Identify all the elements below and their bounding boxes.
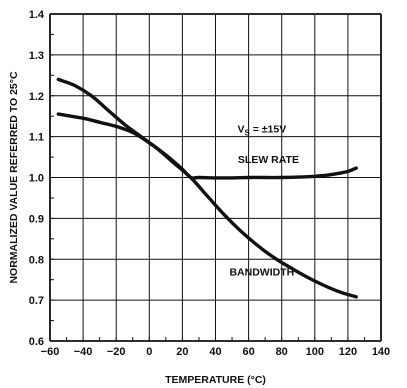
y-tick-label: 0.9	[29, 213, 44, 225]
y-axis-label: NORMALIZED VALUE REFERRED TO 25°C	[8, 71, 20, 283]
y-tick-label: 0.7	[29, 295, 44, 307]
series-line-slew-rate	[56, 112, 358, 180]
y-tick-label: 0.8	[29, 254, 44, 266]
annotation-vs-15v: VS = ±15V	[237, 124, 286, 138]
x-tick-label: 40	[209, 346, 221, 358]
x-tick-label: 0	[146, 346, 152, 358]
annotation-slew-rate: SLEW RATE	[238, 154, 299, 166]
y-tick-label: 1.0	[29, 173, 44, 185]
x-tick-label: 20	[176, 346, 188, 358]
x-tick-label: 120	[339, 346, 357, 358]
annotation-subscript: S	[244, 129, 250, 138]
x-tick-label: 100	[306, 346, 324, 358]
series-group	[56, 77, 358, 299]
x-tick-label: −40	[74, 346, 93, 358]
y-tick-label: 0.6	[29, 336, 44, 348]
x-axis-label: TEMPERATURE (°C)	[165, 374, 266, 386]
x-tick-label: 80	[276, 346, 288, 358]
x-tick-label: −20	[107, 346, 126, 358]
x-tick-label: −60	[41, 346, 60, 358]
annotation-bandwidth: BANDWIDTH	[229, 267, 294, 279]
y-tick-label: 1.2	[29, 91, 44, 103]
annotations: VS = ±15V SLEW RATE BANDWIDTH	[229, 124, 299, 279]
grid	[49, 13, 382, 342]
x-tick-label: 140	[372, 346, 390, 358]
y-tick-label: 1.4	[29, 9, 45, 21]
annotation-suffix: = ±15V	[250, 124, 286, 136]
y-tick-label: 1.3	[29, 50, 44, 62]
x-tick-label: 60	[242, 346, 254, 358]
y-tick-label: 1.1	[29, 132, 44, 144]
tick-labels: −60 −40 −20 0 20 40 60 80 100 120 140 0.6 0.7 0.8 0.9 1…	[29, 9, 390, 358]
series-line-bandwidth	[56, 77, 358, 299]
